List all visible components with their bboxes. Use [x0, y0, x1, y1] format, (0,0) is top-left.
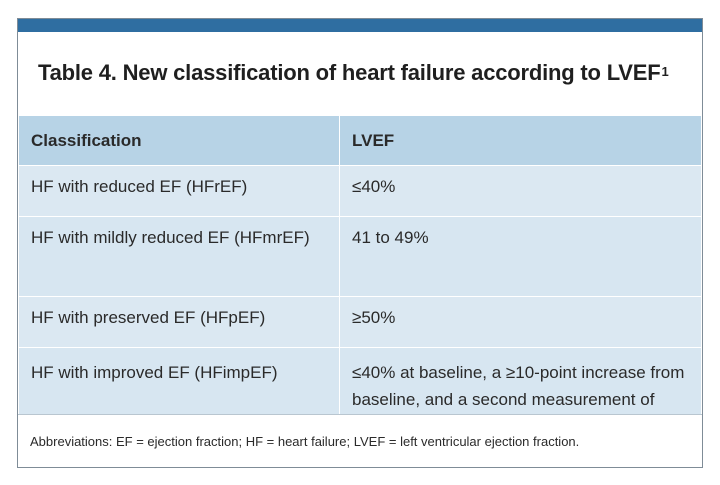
cell-lvef: ≥50% — [339, 296, 702, 348]
abbreviations-footnote: Abbreviations: EF = ejection fraction; H… — [18, 414, 702, 467]
table-header-row: Classification LVEF — [18, 115, 702, 166]
cell-classification: HF with reduced EF (HFrEF) — [18, 165, 340, 217]
table-row: HF with mildly reduced EF (HFmrEF) 41 to… — [18, 216, 702, 297]
classification-table: Classification LVEF HF with reduced EF (… — [18, 115, 702, 459]
top-accent-bar — [18, 19, 702, 32]
cell-classification: HF with preserved EF (HFpEF) — [18, 296, 340, 348]
cell-lvef: ≤40% — [339, 165, 702, 217]
table-frame: Table 4. New classification of heart fai… — [17, 18, 703, 468]
cell-classification: HF with mildly reduced EF (HFmrEF) — [18, 216, 340, 297]
table-row: HF with preserved EF (HFpEF) ≥50% — [18, 296, 702, 348]
header-lvef: LVEF — [339, 115, 702, 166]
cell-lvef: 41 to 49% — [339, 216, 702, 297]
title-footnote-ref: 1 — [661, 63, 669, 79]
table-row: HF with reduced EF (HFrEF) ≤40% — [18, 165, 702, 217]
header-classification: Classification — [18, 115, 340, 166]
table-title: Table 4. New classification of heart fai… — [18, 32, 702, 114]
table-title-text: Table 4. New classification of heart fai… — [38, 60, 661, 85]
